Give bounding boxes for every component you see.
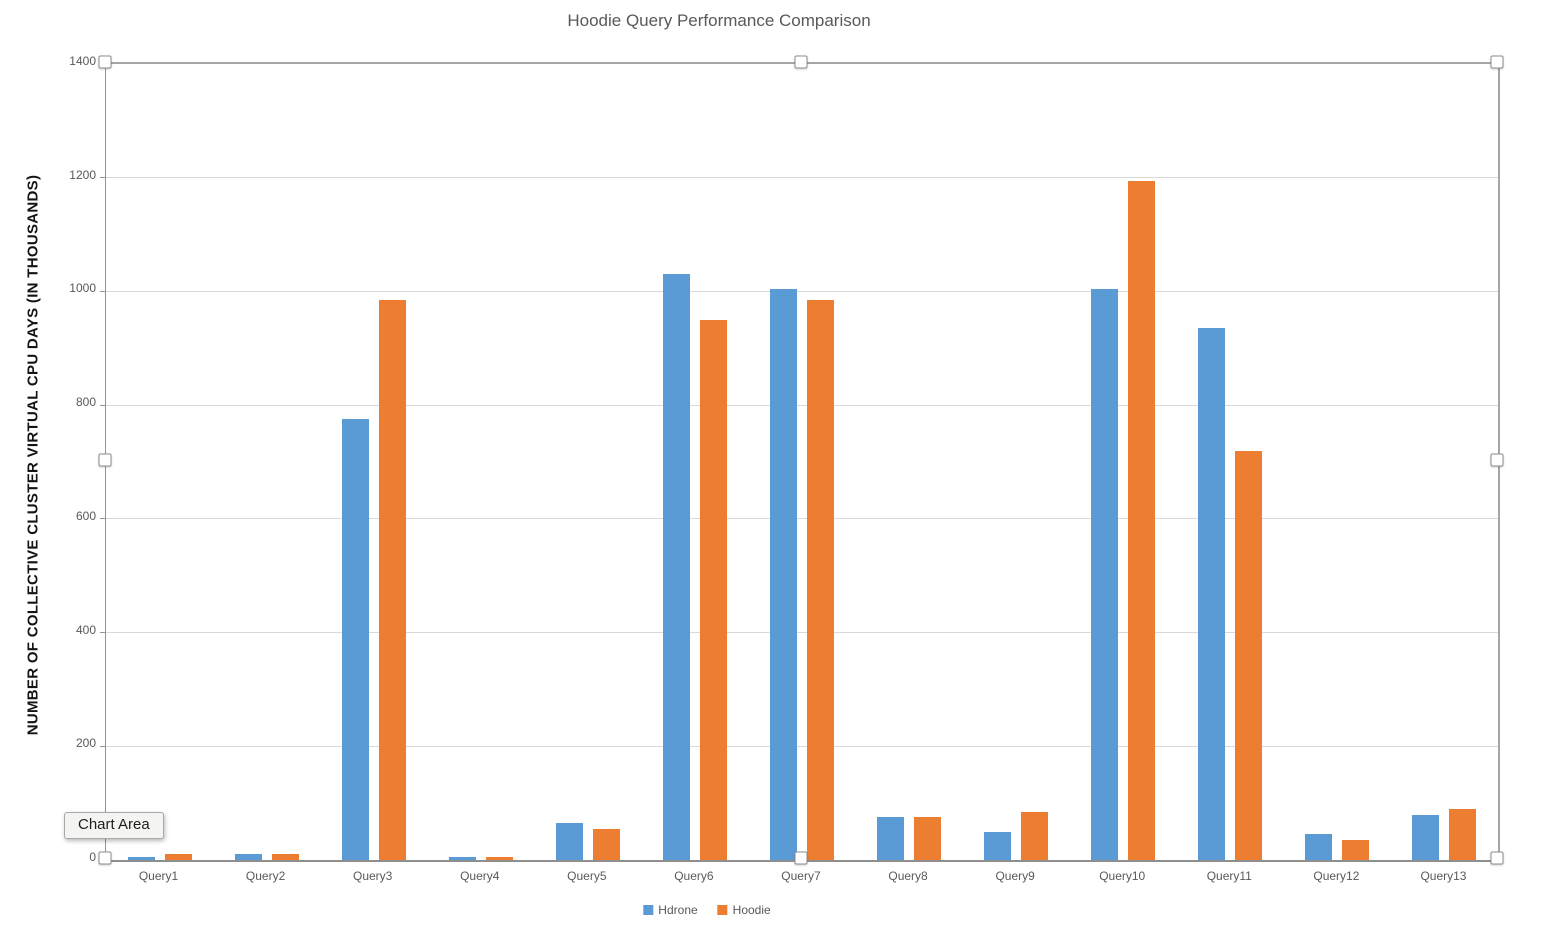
bar-hoodie-query7[interactable] <box>807 299 834 860</box>
y-tick-mark <box>100 632 106 634</box>
bar-hdrone-query10[interactable] <box>1091 288 1119 860</box>
x-category-label-query3: Query3 <box>352 869 393 883</box>
bar-hoodie-query9[interactable] <box>1021 811 1049 860</box>
legend-label-hdrone: Hdrone <box>658 903 698 917</box>
selection-handle-bottom-left[interactable] <box>98 851 112 865</box>
y-axis-title: NUMBER OF COLLECTIVE CLUSTER VIRTUAL CPU… <box>24 174 42 736</box>
x-category-label-query7: Query7 <box>781 869 821 883</box>
y-tick-label-1000: 1000 <box>69 281 96 296</box>
bar-hoodie-query11[interactable] <box>1235 450 1263 860</box>
gridline-800 <box>106 404 1498 406</box>
selection-handle-top-left[interactable] <box>98 55 112 69</box>
bar-hdrone-query7[interactable] <box>770 288 797 860</box>
bar-hoodie-query13[interactable] <box>1449 808 1477 860</box>
bar-hdrone-query9[interactable] <box>984 831 1012 860</box>
x-category-label-query8: Query8 <box>888 869 928 883</box>
x-category-label-query1: Query1 <box>138 869 179 883</box>
gridline-400 <box>106 632 1498 634</box>
legend-item-hoodie[interactable]: Hoodie <box>717 903 771 917</box>
selection-handle-middle-right[interactable] <box>1490 453 1504 467</box>
selection-handle-bottom-right[interactable] <box>1490 851 1504 865</box>
x-category-label-query11: Query11 <box>1206 869 1252 883</box>
y-tick-mark <box>100 177 106 179</box>
chart-title[interactable]: Hoodie Query Performance Comparison <box>567 11 871 30</box>
gridline-600 <box>106 518 1498 520</box>
bar-hdrone-query13[interactable] <box>1412 814 1440 860</box>
legend-label-hoodie: Hoodie <box>732 903 771 917</box>
bar-hdrone-query5[interactable] <box>555 823 583 860</box>
gridline-1200 <box>106 177 1498 179</box>
bar-hdrone-query2[interactable] <box>234 854 262 860</box>
bar-hoodie-query6[interactable] <box>699 319 727 860</box>
bar-hdrone-query11[interactable] <box>1198 328 1226 860</box>
x-category-label-query2: Query2 <box>245 869 286 883</box>
chart-legend[interactable]: Hdrone Hoodie <box>643 903 771 917</box>
x-category-label-query6: Query6 <box>674 869 714 883</box>
plot-area[interactable] <box>100 62 1500 862</box>
selection-handle-top-center[interactable] <box>794 55 808 69</box>
y-tick-label-400: 400 <box>75 622 96 637</box>
gridline-200 <box>106 745 1498 747</box>
bar-hdrone-query8[interactable] <box>877 817 905 860</box>
x-category-label-query4: Query4 <box>460 869 500 883</box>
x-category-label-query13: Query13 <box>1420 869 1467 883</box>
bar-hoodie-query1[interactable] <box>164 854 192 860</box>
bar-hoodie-query2[interactable] <box>271 854 299 860</box>
x-category-label-query5: Query5 <box>567 869 607 883</box>
y-tick-label-0: 0 <box>89 850 96 864</box>
y-tick-mark <box>100 518 106 520</box>
selection-handle-middle-left[interactable] <box>98 453 112 467</box>
y-tick-label-600: 600 <box>75 508 96 523</box>
legend-swatch-hdrone <box>643 905 654 915</box>
x-category-label-query12: Query12 <box>1313 869 1360 883</box>
bar-hoodie-query5[interactable] <box>592 828 620 860</box>
y-tick-label-200: 200 <box>75 736 96 751</box>
bar-hoodie-query3[interactable] <box>378 299 406 860</box>
y-tick-mark <box>100 745 106 747</box>
legend-swatch-hoodie <box>717 905 728 915</box>
bar-hoodie-query10[interactable] <box>1128 180 1156 860</box>
x-category-label-query10: Query10 <box>1099 869 1146 883</box>
bar-hdrone-query12[interactable] <box>1305 834 1333 860</box>
selection-handle-top-right[interactable] <box>1490 55 1504 69</box>
bar-hdrone-query1[interactable] <box>127 857 155 860</box>
y-tick-label-1400: 1400 <box>69 54 96 68</box>
bar-hoodie-query8[interactable] <box>914 817 942 860</box>
legend-item-hdrone[interactable]: Hdrone <box>643 903 698 917</box>
x-category-label-query9: Query9 <box>995 869 1035 883</box>
gridline-1000 <box>106 290 1498 292</box>
y-tick-label-800: 800 <box>75 395 96 410</box>
bar-hoodie-query12[interactable] <box>1342 840 1370 860</box>
y-tick-mark <box>100 404 106 406</box>
bar-hdrone-query3[interactable] <box>341 419 369 860</box>
y-tick-label-1200: 1200 <box>69 167 96 182</box>
selection-handle-bottom-center[interactable] <box>794 851 808 865</box>
bar-hdrone-query4[interactable] <box>448 857 476 860</box>
bar-hdrone-query6[interactable] <box>662 274 690 860</box>
y-tick-mark <box>100 290 106 292</box>
bar-hoodie-query4[interactable] <box>485 857 513 860</box>
chart-area-tooltip: Chart Area <box>64 812 164 839</box>
